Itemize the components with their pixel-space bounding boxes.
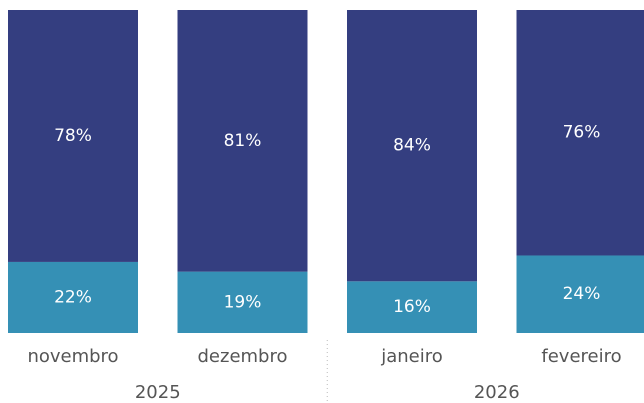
value-label: 81%	[224, 131, 262, 151]
value-label: 19%	[224, 292, 262, 312]
x-tick-label: novembro	[27, 346, 118, 367]
x-group-label: 2026	[474, 382, 520, 403]
bar-segment	[8, 10, 138, 262]
bar-segment	[177, 271, 308, 333]
bar-segment	[516, 10, 644, 256]
value-label: 24%	[563, 284, 601, 304]
x-tick-label: fevereiro	[541, 346, 621, 367]
bar-segment	[8, 261, 138, 333]
bar-segment	[347, 281, 477, 333]
bar-segment	[516, 255, 644, 333]
x-group-label: 2025	[135, 382, 181, 403]
bar-segment	[177, 10, 308, 272]
x-tick-label: dezembro	[198, 346, 288, 367]
value-label: 22%	[54, 287, 92, 307]
bar-segment	[347, 10, 477, 282]
value-label: 78%	[54, 126, 92, 146]
x-tick-label: janeiro	[380, 346, 443, 367]
value-label: 84%	[393, 136, 431, 156]
value-label: 76%	[563, 123, 601, 143]
value-label: 16%	[393, 297, 431, 317]
